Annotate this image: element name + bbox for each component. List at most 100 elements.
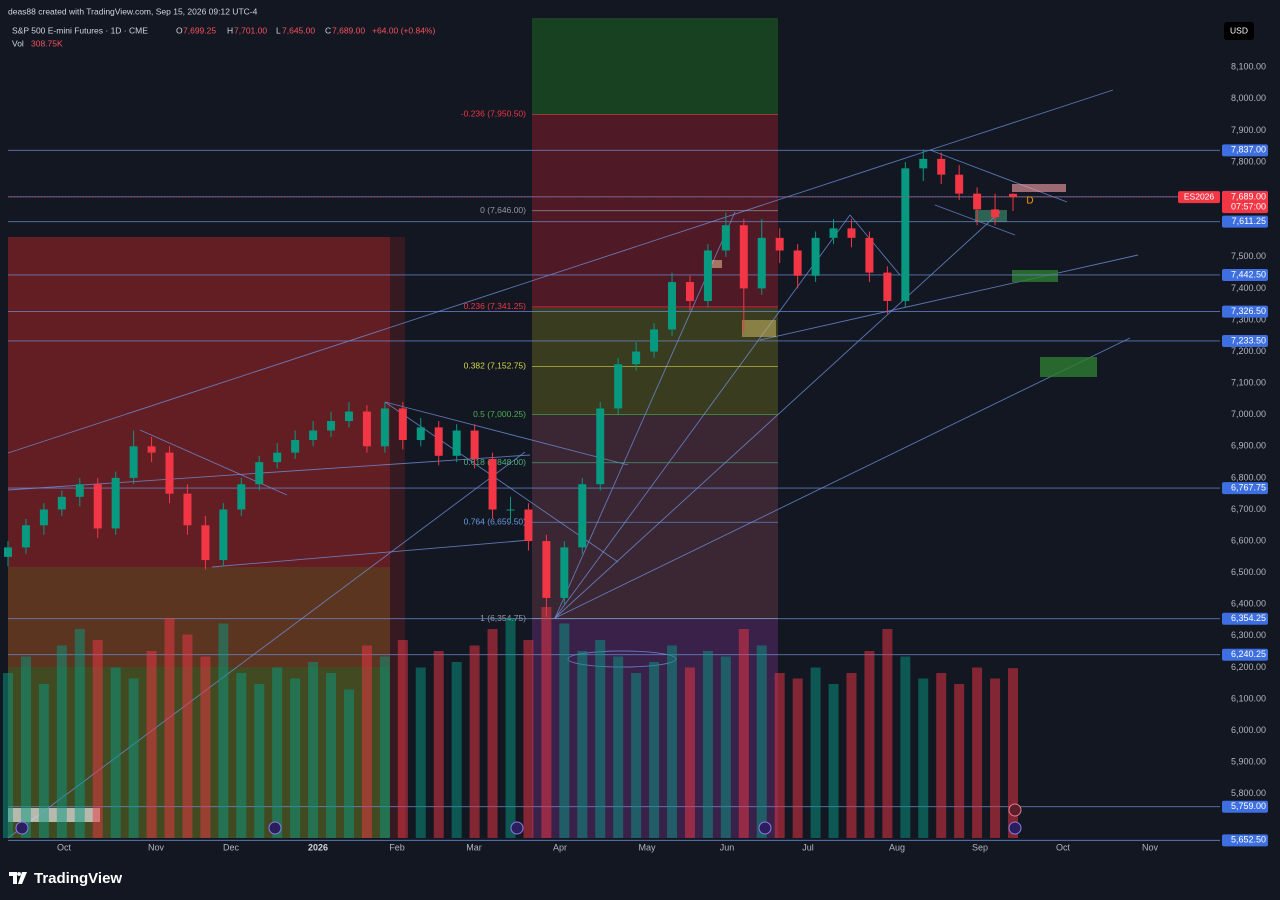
volume-bar [649,662,660,838]
ohlc-key: L [276,25,281,35]
candle-body [237,484,246,510]
ohlc-value: 7,699.25 [183,25,216,35]
event-icon [510,821,524,835]
x-tick-label: Apr [553,842,567,852]
volume-bar [326,673,337,838]
candle-body [650,329,659,352]
volume-bar [200,656,211,838]
symbol-tag: ES2026 [1184,191,1215,201]
fib-label: 1 (6,354.75) [480,613,526,623]
candle-body [829,228,838,238]
volume-bar [756,645,767,838]
candle-body [57,496,66,510]
ohlc-key: C [325,25,331,35]
volume-bar [290,678,301,838]
icons [15,803,1022,835]
event-icon [758,821,772,835]
price-label-box [1222,648,1268,661]
candle-body [578,484,587,548]
volume-bar [810,667,821,838]
candle-body [614,364,623,409]
trend-line [554,337,1131,619]
currency-box[interactable] [1224,22,1254,40]
volume-bar [415,667,426,838]
x-tick-label: 2026 [308,842,328,852]
candle-body [111,477,120,529]
event-icon [15,821,29,835]
ohlc-key: H [227,25,233,35]
y-tick-label: 7,200.00 [1231,346,1266,356]
x-tick-label: Feb [389,842,405,852]
y-tick-label: 7,400.00 [1231,283,1266,293]
candle-body [129,446,138,478]
price-label: 5,652.50 [1231,835,1266,845]
volume-bar [523,640,534,838]
zone [532,115,778,308]
trend-line [929,149,1068,203]
y-tick-label: 6,500.00 [1231,567,1266,577]
candle-body [452,430,461,456]
last-price-label: 7,689.00 [1231,191,1266,201]
fib-label: 0.382 (7,152.75) [464,361,527,371]
x-tick-label: Oct [57,842,72,852]
y-tick-label: 6,900.00 [1231,441,1266,451]
countdown: 07:57:00 [1231,201,1266,211]
candle-body [721,225,730,251]
fib-label: 0.5 (7,000.25) [473,409,526,419]
volume-bar [505,618,516,838]
footer [0,858,1280,900]
x-tick-label: Oct [1056,842,1071,852]
volume-bar [254,684,265,838]
candle-body [991,209,1000,218]
candle-body [596,408,605,485]
candle-body [362,411,371,447]
price-label: 6,240.25 [1231,649,1266,659]
ohlc-value: 7,689.00 [332,25,365,35]
trend-line [211,539,531,568]
fib-label: 0 (7,646.00) [480,205,526,215]
volume-bar [936,673,947,838]
volume-bar [38,684,49,838]
volume-bar [918,678,929,838]
volume-bar [900,656,911,838]
y-tick-label: 5,900.00 [1231,757,1266,767]
volume-bar [720,656,731,838]
volume-bar [397,640,408,838]
x-tick-label: Dec [223,842,240,852]
logo-icon [9,872,27,884]
fib-label: 0.764 (6,659.50) [464,517,527,527]
currency[interactable]: USD [1230,25,1248,35]
candle-body [668,282,677,330]
zone [8,237,390,567]
symbol-tag-box [1178,191,1220,204]
volume-bar [272,667,283,838]
drawings [7,89,1139,839]
candle-body [973,193,982,210]
price-label: 5,759.00 [1231,801,1266,811]
price-label-box [1222,612,1268,625]
candle-body [560,547,569,598]
volume-bar [882,629,893,838]
symbol: S&P 500 E-mini Futures · 1D · CME [12,25,148,35]
price-label: 7,326.50 [1231,306,1266,316]
volume-bar [164,618,175,838]
volume-bar [182,634,193,838]
y-tick-label: 7,800.00 [1231,156,1266,166]
candle-body [416,427,425,441]
x-tick-label: Mar [466,842,482,852]
y-tick-label: 6,000.00 [1231,725,1266,735]
vol-key: Vol [12,38,24,48]
trend-line [759,254,1139,341]
candle-body [255,462,264,485]
y-tick-label: 6,800.00 [1231,472,1266,482]
y-tick-label: 6,700.00 [1231,504,1266,514]
volume-bar [308,662,319,838]
event-icon [1008,803,1022,817]
x-tick-label: Nov [1142,842,1159,852]
candle-body [811,237,820,276]
logo: TradingView [34,870,122,887]
fib-label: -0.236 (7,950.50) [461,109,526,119]
zone-box [975,210,1007,222]
volume-bar [236,673,247,838]
volume-bar [828,684,839,838]
